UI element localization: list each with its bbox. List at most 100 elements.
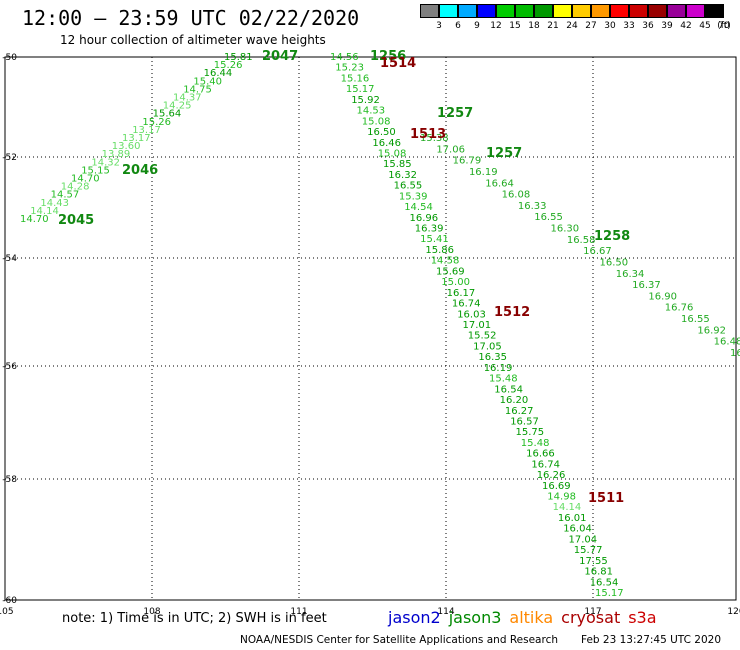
swh-value: 16.01 bbox=[558, 513, 587, 524]
lon-tick-label: 114 bbox=[437, 607, 454, 617]
swh-value: 17.06 bbox=[436, 144, 465, 155]
swh-value: 16.92 bbox=[697, 325, 726, 336]
lon-tick-label: 117 bbox=[584, 607, 601, 617]
swh-value: 14.70 bbox=[20, 214, 49, 225]
color-scale-label: 18 bbox=[528, 21, 540, 31]
pass-time-label: 1257 bbox=[486, 146, 522, 161]
footer-note: note: 1) Time is in UTC; 2) SWH is in fe… bbox=[62, 611, 327, 626]
lat-tick-label: -60 bbox=[2, 596, 17, 606]
color-scale-unit: (ft) bbox=[717, 21, 731, 31]
color-scale-label: 9 bbox=[474, 21, 480, 31]
swh-value: 15.08 bbox=[362, 116, 391, 127]
lon-tick-label: 120 bbox=[727, 607, 740, 617]
swh-value: 16.80 bbox=[730, 348, 740, 359]
lat-lon-grid bbox=[5, 57, 736, 600]
swh-value: 14.14 bbox=[30, 206, 59, 217]
swh-value: 15.75 bbox=[516, 427, 545, 438]
swh-value: 14.43 bbox=[40, 198, 69, 209]
swh-value: 13.17 bbox=[132, 125, 161, 136]
color-swatch bbox=[420, 4, 439, 18]
swh-value: 15.81 bbox=[224, 52, 253, 63]
swh-value: 16.37 bbox=[632, 280, 661, 291]
color-swatch bbox=[553, 4, 572, 18]
color-scale-label: 45 bbox=[699, 21, 711, 31]
lat-tick-label: -56 bbox=[2, 362, 17, 372]
swh-value: 14.54 bbox=[404, 202, 433, 213]
color-scale-label: 39 bbox=[661, 21, 673, 31]
track-jason3: 14.7014.1414.4314.5714.2814.7015.1514.32… bbox=[20, 49, 298, 228]
color-scale-label: 24 bbox=[566, 21, 578, 31]
swh-value: 16.74 bbox=[531, 459, 560, 470]
color-swatch bbox=[667, 4, 686, 18]
swh-value: 16.57 bbox=[510, 416, 539, 427]
swh-value: 16.20 bbox=[500, 395, 529, 406]
satellite-label-altika: altika bbox=[509, 608, 554, 627]
swh-value: 16.55 bbox=[394, 181, 423, 192]
footer-credit: NOAA/NESDIS Center for Satellite Applica… bbox=[240, 634, 558, 646]
map-title: 12:00 – 23:59 UTC 02/22/2020 bbox=[22, 6, 360, 30]
satellite-key: jason2 jason3 altika cryosat s3a bbox=[388, 608, 665, 627]
swh-value: 16.35 bbox=[478, 352, 507, 363]
swh-value: 16.50 bbox=[599, 257, 628, 268]
swh-value: 17.04 bbox=[569, 534, 598, 545]
pass-time-label: 1511 bbox=[588, 491, 624, 506]
swh-value: 16.19 bbox=[469, 167, 498, 178]
swh-value: 16.19 bbox=[484, 363, 513, 374]
swh-value: 14.70 bbox=[71, 174, 100, 185]
swh-value: 15.39 bbox=[399, 191, 428, 202]
color-scale-label: 12 bbox=[490, 21, 502, 31]
swh-value: 16.54 bbox=[494, 384, 523, 395]
color-swatch bbox=[515, 4, 534, 18]
color-swatch bbox=[591, 4, 610, 18]
swh-value: 15.23 bbox=[335, 63, 364, 74]
swh-value: 16.55 bbox=[681, 314, 710, 325]
swh-value: 16.67 bbox=[583, 246, 612, 257]
lon-tick-label: 111 bbox=[290, 607, 307, 617]
color-scale-legend: 3 6 9 12 15 18 21 24 27 30 33 36 39 42 45 70 (ft) bbox=[420, 4, 731, 34]
swh-value: 14.32 bbox=[91, 157, 120, 168]
map-border bbox=[4, 56, 737, 601]
swh-value: 16.46 bbox=[372, 138, 401, 149]
swh-value: 16.03 bbox=[457, 309, 486, 320]
swh-value: 13.60 bbox=[112, 141, 141, 152]
lat-tick-label: -52 bbox=[2, 153, 17, 163]
swh-value: 17.05 bbox=[473, 341, 502, 352]
map-frame bbox=[4, 56, 737, 601]
swh-value: 15.38 bbox=[420, 133, 449, 144]
color-swatch bbox=[686, 4, 705, 18]
swh-value: 16.48 bbox=[714, 337, 740, 348]
swh-value: 16.39 bbox=[415, 224, 444, 235]
swh-value: 16.50 bbox=[367, 127, 396, 138]
color-swatch bbox=[705, 4, 724, 18]
swh-value: 16.64 bbox=[485, 178, 514, 189]
swh-value: 13.17 bbox=[122, 133, 151, 144]
color-scale-label: 15 bbox=[509, 21, 521, 31]
color-scale-label: 33 bbox=[623, 21, 635, 31]
swh-value: 14.75 bbox=[183, 84, 212, 95]
swh-value: 14.56 bbox=[330, 52, 359, 63]
pass-time-label: 2047 bbox=[262, 49, 298, 64]
swh-value: 15.64 bbox=[153, 109, 182, 120]
color-scale-label: 70 bbox=[718, 21, 730, 31]
swh-value: 15.85 bbox=[383, 159, 412, 170]
swh-value: 15.08 bbox=[378, 148, 407, 159]
swh-value: 14.28 bbox=[61, 182, 90, 193]
swh-value: 15.16 bbox=[341, 73, 370, 84]
color-scale-label: 3 bbox=[436, 21, 442, 31]
track-jason3: 14.5615.2315.1615.1715.9214.5315.0816.50… bbox=[330, 49, 630, 599]
swh-value: 16.08 bbox=[502, 190, 531, 201]
swh-value: 17.55 bbox=[579, 556, 608, 567]
swh-value: 16.90 bbox=[648, 291, 677, 302]
pass-time-label: 2046 bbox=[122, 163, 158, 178]
swh-value: 16.79 bbox=[453, 156, 482, 167]
color-swatch bbox=[572, 4, 591, 18]
swh-value: 16.66 bbox=[526, 449, 555, 460]
swh-value: 14.37 bbox=[173, 93, 202, 104]
pass-time-label: 2045 bbox=[58, 213, 94, 228]
lon-tick-label: 105 bbox=[0, 607, 14, 617]
swh-value: 14.14 bbox=[553, 502, 582, 513]
color-swatch bbox=[458, 4, 477, 18]
color-scale-label: 42 bbox=[680, 21, 692, 31]
swh-value: 16.58 bbox=[567, 235, 596, 246]
